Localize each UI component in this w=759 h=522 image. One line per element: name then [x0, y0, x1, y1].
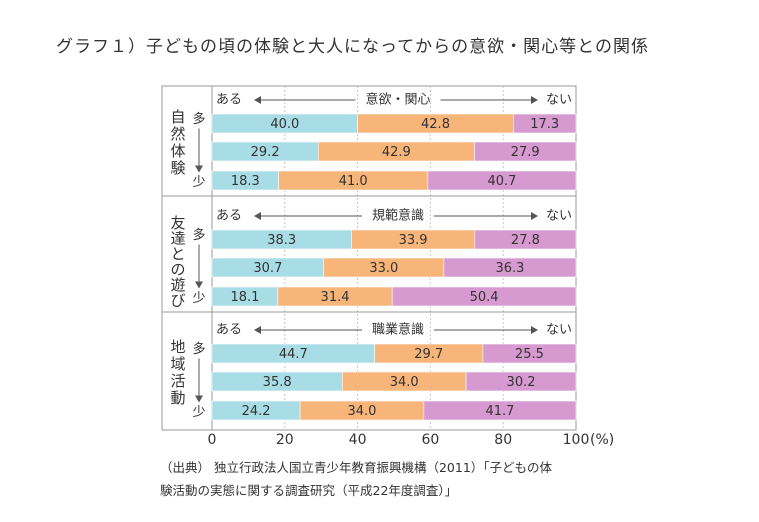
bar-label-g1-r1-s1: 33.0 — [369, 261, 398, 276]
group-2-level-arrow-head — [195, 395, 203, 403]
bar-g2-r0-s2 — [482, 343, 577, 364]
group-0-level-arrow-head — [195, 165, 203, 173]
bar-label-g1-r2-s1: 31.4 — [321, 290, 350, 305]
bar-label-g2-r1-s0: 35.8 — [263, 375, 292, 390]
source-line-2: 験活動の実態に関する調査研究（平成22年度調査）」 — [160, 483, 458, 498]
x-unit-label: (%) — [590, 432, 614, 448]
bar-label-g2-r1-s1: 34.0 — [390, 375, 419, 390]
bar-label-g1-r2-s2: 50.4 — [470, 290, 499, 305]
group-1-level-high: 多 — [192, 227, 205, 243]
group-1-level-arrow-head — [195, 281, 203, 289]
bar-g1-r1-s2 — [443, 257, 577, 278]
group-2-category-label: 地域活動 — [170, 338, 185, 407]
bar-label-g0-r0-s1: 42.8 — [421, 117, 450, 132]
group-2-arrow-left-head — [254, 326, 261, 334]
bar-label-g0-r1-s2: 27.9 — [511, 145, 540, 160]
group-1-category-label: 友達との遊び — [170, 214, 185, 310]
x-tick-label-80: 80 — [494, 432, 512, 448]
bar-label-g1-r0-s1: 33.9 — [399, 233, 428, 248]
bar-label-g0-r0-s0: 40.0 — [270, 117, 299, 132]
bar-g2-r2-s2 — [423, 400, 577, 421]
bar-label-g1-r1-s2: 36.3 — [495, 261, 524, 276]
bar-label-g0-r1-s1: 42.9 — [382, 145, 411, 160]
bar-label-g0-r0-s2: 17.3 — [530, 117, 559, 132]
bar-label-g0-r1-s0: 29.2 — [251, 145, 280, 160]
bar-label-g2-r0-s0: 44.7 — [279, 347, 308, 362]
group-2-level-high: 多 — [192, 341, 205, 357]
group-1-header-center: 規範意識 — [372, 208, 424, 224]
group-0-category-label: 自然体験 — [170, 108, 185, 177]
bar-label-g2-r2-s0: 24.2 — [242, 404, 271, 419]
bar-label-g2-r2-s1: 34.0 — [347, 404, 376, 419]
group-0-level-low: 少 — [192, 175, 205, 190]
bar-g1-r2-s2 — [391, 286, 577, 307]
bar-g0-r2-s2 — [427, 170, 577, 191]
group-2-arrow-right-head — [531, 326, 538, 334]
group-1-header-left: ある — [216, 209, 242, 224]
x-tick-label-40: 40 — [349, 432, 367, 448]
group-2-header-center: 職業意識 — [372, 322, 424, 338]
bar-label-g2-r0-s2: 25.5 — [515, 347, 544, 362]
category-column — [161, 85, 213, 431]
group-0-level-high: 多 — [192, 111, 205, 127]
bar-label-g1-r0-s2: 27.8 — [511, 233, 540, 248]
bar-label-g1-r0-s0: 38.3 — [267, 233, 296, 248]
bar-label-g0-r2-s2: 40.7 — [487, 174, 516, 189]
source-line-1: （出典） 独立行政法人国立青少年教育振興機構（2011）「子どもの体 — [160, 460, 553, 475]
group-2-level-low: 少 — [192, 405, 205, 420]
group-2-header-left: ある — [216, 323, 242, 338]
group-0-arrow-right-head — [531, 96, 538, 104]
bar-g1-r0-s2 — [474, 229, 577, 250]
group-0-arrow-left-head — [254, 96, 261, 104]
x-tick-label-60: 60 — [421, 432, 439, 448]
bar-label-g1-r2-s0: 18.1 — [230, 290, 259, 305]
group-1-arrow-left-head — [254, 212, 261, 220]
bar-g2-r1-s2 — [465, 371, 577, 392]
group-1-arrow-right-head — [531, 212, 538, 220]
group-0-header-left: ある — [216, 93, 242, 108]
bar-g0-r1-s2 — [474, 141, 577, 162]
group-1-header-right: ない — [546, 209, 572, 224]
chart-title: グラフ１）子どもの頃の体験と大人になってからの意欲・関心等との関係 — [56, 37, 649, 57]
group-0-header-center: 意欲・関心 — [365, 92, 430, 108]
group-2-header-right: ない — [546, 323, 572, 338]
bar-label-g2-r0-s1: 29.7 — [414, 347, 443, 362]
bar-label-g0-r2-s1: 41.0 — [339, 174, 368, 189]
bar-label-g1-r1-s0: 30.7 — [253, 261, 282, 276]
bar-label-g0-r2-s0: 18.3 — [231, 174, 260, 189]
x-tick-label-20: 20 — [276, 432, 294, 448]
bar-label-g2-r2-s2: 41.7 — [485, 404, 514, 419]
x-tick-label-100: 100 — [563, 432, 590, 448]
bar-label-g2-r1-s2: 30.2 — [507, 375, 536, 390]
bar-g0-r0-s2 — [513, 113, 577, 134]
group-0-header-right: ない — [546, 93, 572, 108]
x-tick-label-0: 0 — [208, 432, 217, 448]
source-note: （出典） 独立行政法人国立青少年教育振興機構（2011）「子どもの体 験活動の実… — [160, 456, 630, 502]
group-1-level-low: 少 — [192, 291, 205, 306]
